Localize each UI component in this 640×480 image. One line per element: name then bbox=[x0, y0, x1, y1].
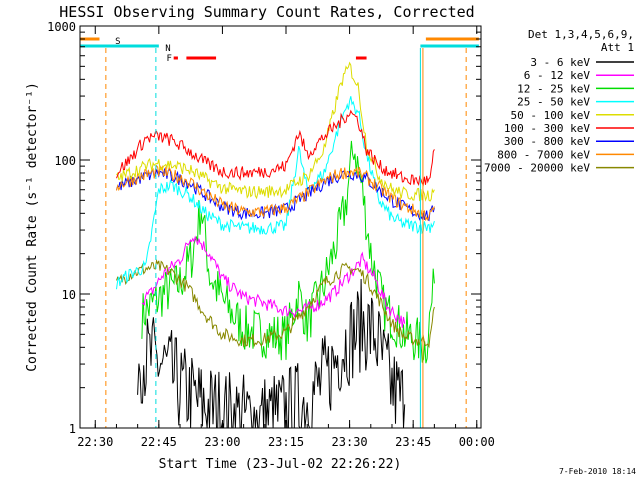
legend-entry-label: 800 - 7000 keV bbox=[497, 148, 590, 161]
annotation-label: S bbox=[115, 37, 120, 47]
series-line-100-300-kev bbox=[116, 109, 435, 187]
legend-entry-label: 3 - 6 keV bbox=[530, 56, 590, 69]
plot-frame bbox=[79, 25, 482, 429]
y-tick-label: 1 bbox=[69, 422, 76, 436]
x-axis: 22:30 22:45 23:00 23:15 23:30 23:45 00:00 bbox=[77, 26, 495, 449]
x-tick-label: 00:00 bbox=[459, 435, 495, 449]
series-line-12-25-kev bbox=[141, 140, 435, 364]
legend-entry-label: 12 - 25 keV bbox=[517, 82, 590, 95]
x-tick-label: 23:00 bbox=[204, 435, 240, 449]
x-tick-label: 23:30 bbox=[332, 435, 368, 449]
legend-entry-label: 6 - 12 keV bbox=[524, 69, 591, 82]
status-bars: S NF bbox=[80, 37, 479, 64]
legend-header-line-1: Det 1,3,4,5,6,9, bbox=[528, 28, 634, 41]
series-layer bbox=[116, 61, 435, 429]
y-tick-label: 1000 bbox=[47, 20, 76, 34]
reference-lines bbox=[105, 48, 467, 428]
x-tick-label: 23:45 bbox=[395, 435, 431, 449]
legend-entry-label: 100 - 300 keV bbox=[504, 122, 590, 135]
legend-entry-label: 7000 - 20000 keV bbox=[484, 162, 590, 175]
footer-date: 7-Feb-2010 18:14 bbox=[559, 467, 636, 476]
series-line-25-50-kev bbox=[116, 96, 435, 290]
x-axis-label: Start Time (23-Jul-02 22:26:22) bbox=[159, 457, 402, 472]
x-tick-label: 22:45 bbox=[141, 435, 177, 449]
series-line-3-6-kev bbox=[137, 278, 406, 429]
x-tick-label: 23:15 bbox=[268, 435, 304, 449]
legend-entry-label: 50 - 100 keV bbox=[511, 109, 591, 122]
y-axis: 1 10 100 1000 bbox=[47, 20, 481, 436]
legend-entry-label: 300 - 800 keV bbox=[504, 135, 590, 148]
series-line-6-12-kev bbox=[141, 235, 406, 328]
annotation-label: N bbox=[165, 44, 170, 54]
y-tick-label: 100 bbox=[54, 154, 76, 168]
series-line-7000-20000-kev bbox=[116, 258, 435, 349]
series-line-50-100-kev bbox=[116, 61, 435, 202]
annotation-label: F bbox=[166, 54, 171, 64]
chart-title: HESSI Observing Summary Count Rates, Cor… bbox=[59, 3, 474, 21]
y-tick-label: 10 bbox=[62, 288, 76, 302]
y-axis-label: Corrected Count Rate (s⁻¹ detector⁻¹) bbox=[25, 82, 40, 372]
series-line-800-7000-kev bbox=[116, 164, 435, 222]
legend-header-line-2: Att 1 bbox=[601, 41, 634, 54]
x-tick-label: 22:30 bbox=[77, 435, 113, 449]
legend-entry-label: 25 - 50 keV bbox=[517, 96, 590, 109]
